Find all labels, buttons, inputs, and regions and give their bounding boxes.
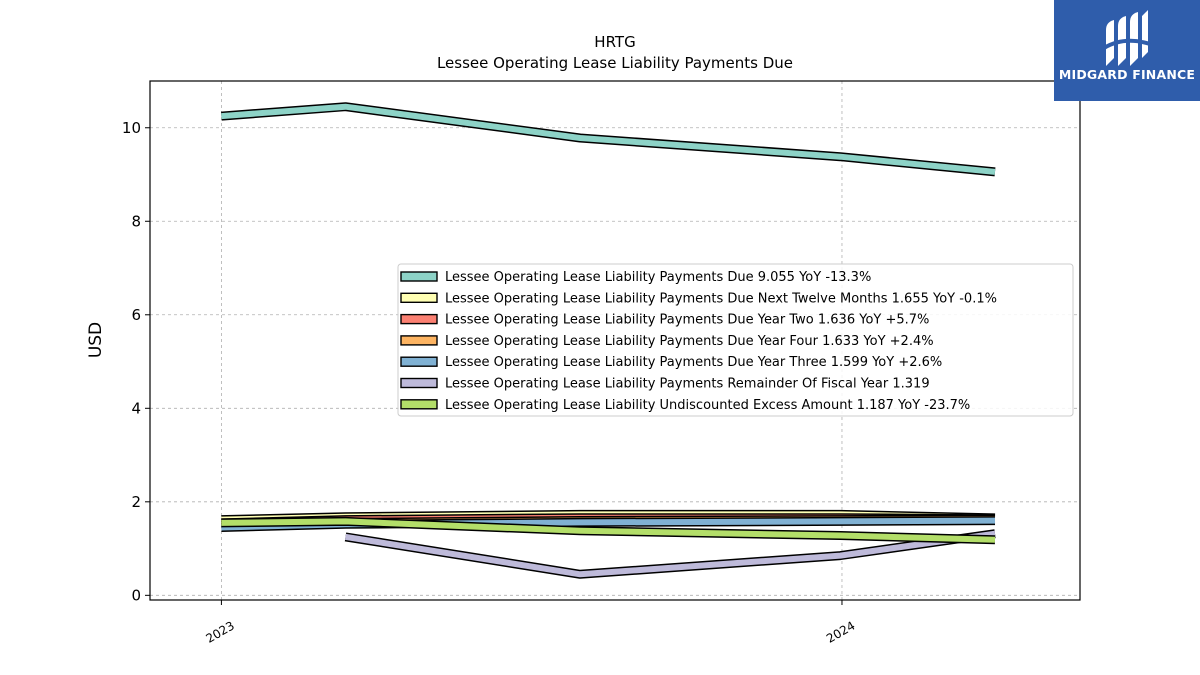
legend-label: Lessee Operating Lease Liability Payment… — [445, 355, 942, 370]
legend-swatch — [400, 399, 438, 410]
plot-frame — [149, 80, 1081, 601]
x-tick-label: 2023 — [203, 618, 236, 645]
y-tick-label: 6 — [131, 306, 141, 324]
y-tick-label: 8 — [131, 212, 141, 230]
logo-mark-icon — [1102, 10, 1151, 66]
legend-swatch — [400, 313, 438, 325]
legend-swatch — [400, 377, 438, 389]
y-tick-label: 10 — [122, 119, 141, 137]
x-tick-label: 2024 — [824, 618, 857, 645]
legend-label: Lessee Operating Lease Liability Payment… — [445, 291, 997, 306]
y-axis-label: USD — [86, 322, 106, 358]
legend-swatch — [400, 271, 438, 282]
legend-label: Lessee Operating Lease Liability Payment… — [445, 377, 930, 392]
brand-logo: MIDGARD FINANCE — [1054, 0, 1200, 101]
y-tick-label: 2 — [131, 493, 141, 511]
series-line — [345, 530, 996, 578]
legend-label: Lessee Operating Lease Liability Payment… — [445, 334, 934, 349]
series-line — [221, 103, 996, 175]
legend-swatch — [400, 335, 438, 346]
chart-subtitle: Lessee Operating Lease Liability Payment… — [437, 54, 793, 72]
chart-title: HRTG — [594, 33, 635, 51]
legend-label: Lessee Operating Lease Liability Undisco… — [445, 398, 970, 413]
series-layer — [221, 102, 996, 579]
legend-box — [397, 263, 1074, 417]
legend-swatch — [400, 292, 438, 303]
y-tick-label: 4 — [131, 399, 141, 417]
series-line — [221, 518, 996, 543]
logo-text: MIDGARD FINANCE — [1058, 67, 1196, 82]
legend-swatch — [400, 356, 438, 367]
legend-label: Lessee Operating Lease Liability Payment… — [445, 270, 871, 285]
legend-label: Lessee Operating Lease Liability Payment… — [445, 313, 929, 328]
y-tick-label: 0 — [131, 586, 141, 604]
legend: Lessee Operating Lease Liability Payment… — [397, 263, 1074, 417]
